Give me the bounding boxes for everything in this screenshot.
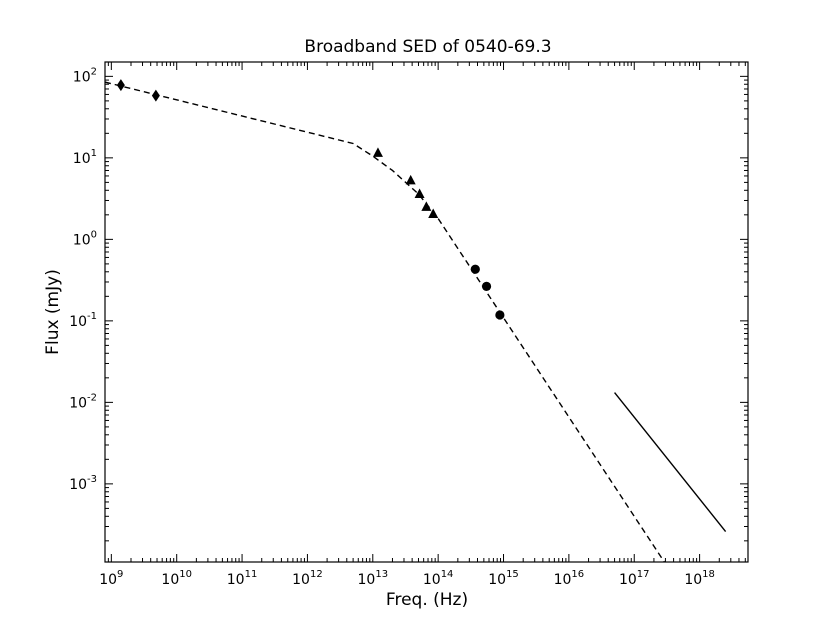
y-tick-label: 101: [73, 148, 97, 167]
data-points: [116, 79, 505, 320]
triangle-point: [414, 188, 425, 199]
x-tick-label: 1016: [554, 569, 585, 588]
y-tick-label: 10-2: [69, 392, 97, 411]
plot-frame: [104, 61, 749, 563]
circle-point: [495, 310, 505, 320]
x-tick-label: 1014: [423, 569, 454, 588]
y-axis-label: Flux (mJy): [43, 269, 63, 355]
y-tick-label: 102: [73, 66, 97, 85]
x-tick-label: 1012: [292, 569, 323, 588]
x-tick-label: 109: [99, 569, 123, 588]
x-tick-label: 1018: [684, 569, 715, 588]
y-tick-label: 10-1: [69, 311, 97, 330]
triangle-point: [372, 147, 383, 157]
solid-xray-line: [614, 392, 727, 532]
model-lines: [105, 81, 727, 562]
triangle-point: [405, 174, 416, 185]
axis-ticks: [104, 62, 748, 562]
circle-point: [481, 281, 492, 291]
y-tick-label: 10-3: [69, 474, 97, 493]
dashed-model-line: [105, 81, 666, 562]
x-tick-label: 1017: [619, 569, 650, 588]
diamond-point: [116, 79, 125, 92]
y-tick-label: 100: [73, 229, 97, 248]
x-tick-label: 1010: [161, 569, 192, 588]
chart-title: Broadband SED of 0540-69.3: [304, 37, 551, 57]
x-tick-label: 1013: [358, 569, 389, 588]
triangle-point: [421, 201, 432, 211]
triangle-point: [428, 208, 439, 218]
circle-point: [470, 264, 480, 274]
x-tick-label: 1015: [488, 569, 519, 588]
x-tick-labels: 109 1010 1011 1012 1013 1014 1015 1016 1017 1018: [99, 569, 715, 588]
y-tick-labels: 102 101 100 10-1 10-2 10-3: [69, 66, 97, 493]
x-tick-label: 1011: [227, 569, 258, 588]
diamond-point: [151, 89, 160, 102]
x-axis-label: Freq. (Hz): [386, 590, 468, 610]
